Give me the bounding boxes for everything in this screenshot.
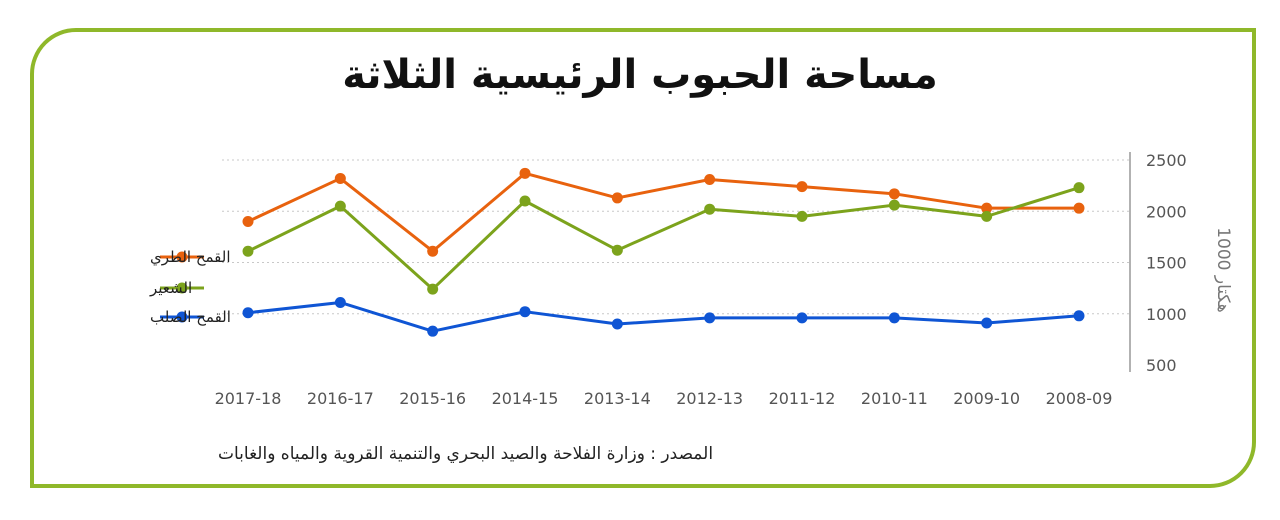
x-tick-label: 2013-14 (584, 389, 651, 408)
series-line (247, 186, 1080, 291)
data-point (242, 245, 254, 257)
x-tick-label: 2011-12 (769, 389, 836, 408)
legend-swatch-dot (176, 282, 188, 294)
y-axis-label: 1000 هكتار (1213, 227, 1233, 313)
data-point (519, 195, 531, 207)
chart-title: مساحة الحبوب الرئيسية الثلاثة (342, 52, 938, 98)
x-tick-label: 2012-13 (676, 389, 743, 408)
x-tick-label: 2010-11 (861, 389, 928, 408)
data-point (242, 307, 254, 319)
source-note: المصدر : وزارة الفلاحة والصيد البحري وال… (218, 444, 714, 464)
legend-swatch-dot (176, 251, 188, 263)
series-line (247, 300, 1080, 333)
data-point (704, 312, 716, 324)
data-point (888, 199, 900, 211)
data-point (1073, 202, 1085, 214)
data-point (334, 200, 346, 212)
data-point (704, 203, 716, 215)
legend-label: القمح الصلب (150, 308, 231, 326)
data-point (242, 216, 254, 227)
data-point (796, 181, 808, 193)
y-tick-label: 1000 (1146, 305, 1187, 324)
data-point (981, 210, 993, 222)
card-frame (30, 28, 1256, 488)
data-point (704, 173, 716, 185)
y-tick-label: 500 (1146, 356, 1177, 375)
x-tick-label: 2017-18 (215, 389, 282, 408)
data-point (981, 317, 993, 329)
data-point (519, 167, 531, 179)
legend-label: الشعير (149, 279, 192, 297)
series-line (247, 171, 1079, 253)
data-point (1073, 182, 1085, 194)
data-point (611, 318, 623, 330)
y-tick-label: 1500 (1146, 254, 1187, 273)
data-point (888, 188, 900, 200)
x-tick-label: 2015-16 (399, 389, 466, 408)
data-point (796, 312, 808, 324)
x-tick-label: 2008-09 (1046, 389, 1113, 408)
data-point (519, 306, 531, 318)
x-tick-label: 2009-10 (953, 389, 1020, 408)
data-point (427, 283, 439, 295)
data-point (796, 210, 808, 222)
data-point (611, 244, 623, 256)
data-point (334, 296, 346, 308)
data-point (611, 192, 623, 204)
x-tick-label: 2016-17 (307, 389, 374, 408)
data-point (427, 245, 439, 257)
legend-swatch-dot (176, 311, 188, 323)
data-point (334, 172, 346, 184)
x-tick-label: 2014-15 (492, 389, 559, 408)
data-point (427, 325, 439, 337)
data-point (888, 312, 900, 324)
data-point (1073, 310, 1085, 322)
y-tick-label: 2000 (1146, 202, 1187, 221)
data-point (981, 202, 993, 214)
legend-label: القمح الطري (150, 248, 231, 267)
y-tick-label: 2500 (1146, 151, 1187, 170)
